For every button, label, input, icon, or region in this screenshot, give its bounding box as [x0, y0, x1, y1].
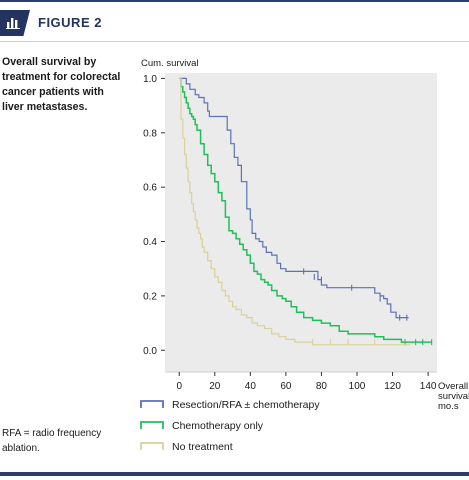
legend-label: Resection/RFA ± chemotherapy	[172, 399, 320, 411]
x-axis-title: Overall survival, mo.s	[438, 381, 469, 412]
series-layer	[179, 77, 433, 346]
x-axis-title-line: survival,	[438, 391, 469, 402]
x-tick-label: 120	[384, 381, 401, 392]
series-line	[179, 77, 411, 346]
x-tick-label: 20	[209, 381, 221, 392]
figure-caption: Overall survival by treatment for colore…	[2, 56, 121, 113]
legend-swatch	[140, 400, 164, 408]
y-tick-label: 0.0	[143, 346, 157, 357]
figure-header: FIGURE 2	[0, 10, 469, 36]
legend-label: Chemotherapy only	[172, 420, 264, 432]
legend-label: No treatment	[172, 441, 233, 453]
header-rule	[0, 41, 469, 42]
x-axis: 0 20 40 60 80 100 120 140	[165, 371, 437, 392]
y-tick-label: 0.8	[143, 128, 157, 139]
y-tick-label: 0.6	[143, 183, 157, 194]
x-tick-label: 40	[245, 381, 257, 392]
x-tick-label: 60	[280, 381, 292, 392]
bottom-rule	[0, 472, 469, 476]
legend-swatch	[140, 442, 164, 450]
legend: Resection/RFA ± chemotherapy Chemotherapy…	[140, 399, 320, 453]
figure-title: FIGURE 2	[38, 15, 102, 30]
y-tick-label: 0.2	[143, 291, 157, 302]
x-tick-label: 0	[176, 381, 182, 392]
y-axis-title: Cum. survival	[141, 58, 199, 69]
series-line	[179, 77, 432, 343]
x-axis-title-line: mo.s	[438, 401, 459, 412]
plot-area	[165, 73, 437, 372]
series-line	[179, 77, 409, 319]
y-tick-label: 1.0	[143, 74, 157, 85]
bar-chart-icon	[6, 18, 20, 29]
y-axis: 0.0 0.2 0.4 0.6 0.8 1.0	[143, 74, 165, 357]
x-axis-title-line: Overall	[438, 381, 468, 392]
x-tick-label: 100	[349, 381, 366, 392]
top-rule	[0, 0, 469, 2]
legend-swatch	[140, 421, 164, 429]
y-tick-label: 0.4	[143, 237, 157, 248]
survival-chart: 0.0 0.2 0.4 0.6 0.8 1.0 0 20 40 60 80 100 120 140 Cu…	[140, 58, 469, 453]
x-tick-label: 140	[420, 381, 437, 392]
x-tick-label: 80	[316, 381, 328, 392]
figure-footnote: RFA = radio frequency ablation.	[2, 428, 102, 454]
